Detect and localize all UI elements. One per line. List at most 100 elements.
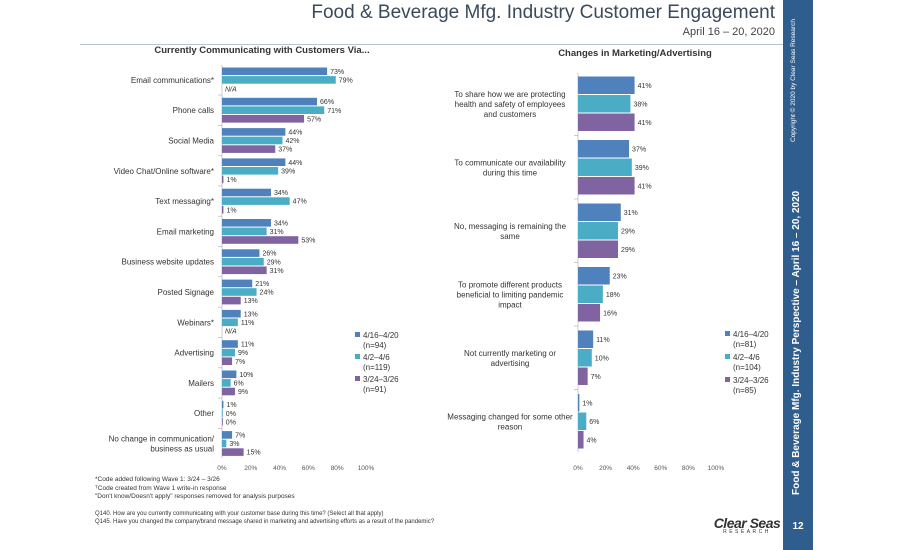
right-data-label: 41% [638, 83, 652, 90]
left-category-label: Social Media [168, 137, 214, 146]
right-category-label: beneficial to limiting pandemic [457, 290, 564, 299]
left-data-label: 9% [238, 350, 248, 357]
left-bar [222, 400, 224, 409]
left-bar [222, 288, 257, 296]
left-data-label: 1% [226, 402, 236, 409]
left-data-label: 24% [260, 290, 274, 297]
left-data-label: 34% [274, 220, 288, 227]
right-bar [578, 95, 631, 113]
left-data-label: 57% [307, 116, 321, 123]
left-bar [222, 439, 227, 448]
left-legend-n: (n=94) [363, 341, 387, 350]
left-data-label: 34% [274, 190, 288, 197]
survey-questions: Q140. How are you currently communicatin… [95, 510, 434, 526]
left-category-label: Video Chat/Online software* [114, 167, 214, 176]
left-bar [222, 379, 231, 387]
right-data-label: 38% [633, 101, 647, 108]
left-bar [222, 219, 271, 227]
left-category-label: Business website updates [122, 258, 215, 267]
left-data-label: 26% [262, 251, 276, 258]
right-bar [578, 394, 580, 412]
left-bar [222, 409, 223, 417]
right-data-label: 4% [587, 437, 597, 444]
right-category-label: impact [498, 300, 522, 309]
right-tick-label: 100% [708, 465, 725, 472]
left-legend-name: 4/2–4/6 [363, 353, 390, 362]
right-tick-label: 0% [573, 465, 583, 472]
right-data-label: 7% [591, 374, 601, 381]
right-category-label: To share how we are protecting [454, 90, 565, 99]
right-legend-n: (n=104) [733, 363, 761, 372]
logo-main-text: Clear Seas [713, 515, 781, 531]
left-legend-name: 4/16–4/20 [363, 331, 399, 340]
left-bar [222, 370, 237, 379]
left-bar [222, 418, 223, 426]
left-tick-label: 0% [217, 465, 227, 472]
right-legend-swatch [725, 377, 730, 382]
right-category-label: To communicate our availability [454, 158, 565, 167]
left-data-label: 7% [235, 359, 245, 366]
left-category-label: Mailers [188, 379, 214, 388]
page-number: 12 [792, 521, 804, 532]
left-legend-n: (n=119) [363, 363, 391, 372]
left-data-label: 1% [226, 177, 236, 184]
right-category-label: during this time [483, 168, 538, 177]
left-legend-n: (n=91) [363, 385, 387, 394]
right-data-label: 29% [621, 247, 635, 254]
left-data-label: 11% [241, 342, 255, 349]
left-category-label: business as usual [150, 445, 214, 454]
left-data-label: 66% [320, 99, 334, 106]
right-bar [578, 431, 584, 449]
left-data-label: 10% [239, 372, 253, 379]
right-bar [578, 367, 588, 385]
left-bar [222, 145, 276, 153]
left-bar [222, 158, 286, 166]
left-category-label: Posted Signage [158, 288, 215, 297]
left-bar [222, 266, 267, 275]
left-category-label: Other [194, 409, 214, 418]
left-data-label: 31% [270, 229, 284, 236]
left-bar [222, 387, 235, 396]
left-category-label: Text messaging* [155, 197, 214, 206]
left-bar [222, 249, 260, 257]
right-bar [578, 304, 601, 322]
left-bar [222, 188, 271, 197]
left-data-label: 13% [244, 311, 258, 318]
left-tick-label: 40% [273, 465, 286, 472]
right-bar [578, 76, 635, 94]
right-legend-name: 3/24–3/26 [733, 376, 769, 385]
right-category-label: No, messaging is remaining the [454, 222, 567, 231]
right-data-label: 1% [582, 400, 592, 407]
right-legend-n: (n=85) [733, 386, 757, 395]
left-na-label: N/A [225, 329, 237, 336]
left-category-label: Phone calls [173, 106, 214, 115]
right-category-label: reason [498, 422, 522, 431]
right-bar [578, 285, 603, 303]
right-category-label: advertising [491, 359, 530, 368]
left-bar [222, 76, 336, 84]
left-chart-title: Currently Communicating with Customers V… [154, 45, 369, 56]
right-chart-title: Changes in Marketing/Advertising [558, 48, 712, 59]
right-data-label: 16% [603, 310, 617, 317]
right-data-label: 41% [638, 120, 652, 127]
left-bar [222, 167, 279, 175]
right-tick-label: 60% [654, 465, 667, 472]
left-data-label: 11% [241, 320, 255, 327]
left-legend-swatch [355, 332, 360, 337]
left-data-label: 9% [238, 389, 248, 396]
left-bar [222, 309, 241, 318]
left-category-label: Email communications* [131, 76, 214, 85]
left-bar [222, 236, 299, 244]
left-bar [222, 318, 238, 327]
right-legend-swatch [725, 354, 730, 359]
right-legend-name: 4/16–4/20 [733, 330, 769, 339]
right-bar [578, 140, 630, 158]
left-data-label: 29% [267, 259, 281, 266]
right-bar [578, 240, 619, 258]
left-bar [222, 340, 238, 348]
left-legend-name: 3/24–3/26 [363, 375, 399, 384]
right-bar [578, 222, 619, 240]
left-data-label: 13% [244, 298, 258, 305]
right-data-label: 29% [621, 228, 635, 235]
right-data-label: 41% [638, 183, 652, 190]
